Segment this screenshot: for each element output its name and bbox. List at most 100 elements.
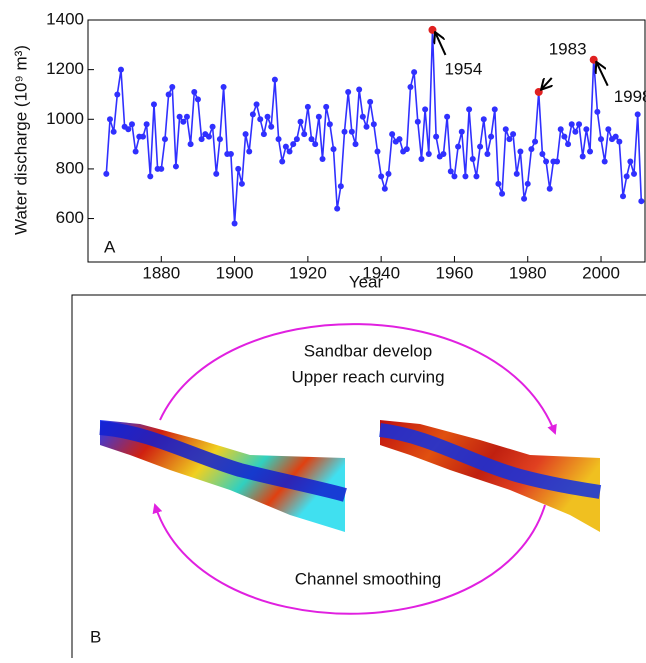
data-point (216, 136, 223, 143)
data-point (510, 131, 517, 138)
data-point (627, 158, 634, 165)
data-point (238, 180, 245, 187)
data-point (425, 151, 432, 158)
data-point (418, 155, 425, 162)
x-tick-label: 1940 (362, 263, 400, 282)
data-point (543, 158, 550, 165)
data-point (117, 66, 124, 73)
river-channel (99, 421, 347, 502)
data-point (587, 148, 594, 155)
data-point (268, 123, 275, 130)
data-point (466, 106, 473, 113)
y-tick-label: 600 (56, 208, 84, 227)
data-point (638, 198, 645, 205)
data-point (282, 143, 289, 150)
data-point (396, 136, 403, 143)
data-point (257, 116, 264, 123)
data-point (367, 98, 374, 105)
data-point (345, 88, 352, 95)
y-tick-label: 1400 (46, 9, 84, 28)
data-point (594, 108, 601, 115)
data-point (488, 133, 495, 140)
data-point (271, 76, 278, 83)
data-point (381, 185, 388, 192)
data-point (557, 126, 564, 133)
panel-b: B Sandbar develop Upper reach curving Ch… (71, 294, 646, 658)
arrow (152, 503, 546, 615)
data-point (220, 84, 227, 91)
data-point (422, 106, 429, 113)
data-point (147, 173, 154, 180)
data-point (279, 158, 286, 165)
data-point (308, 136, 315, 143)
data-point (249, 111, 256, 118)
data-point (356, 86, 363, 93)
data-point (576, 121, 583, 128)
data-point (260, 131, 267, 138)
data-point (213, 170, 220, 177)
data-point (304, 103, 311, 110)
data-point (480, 116, 487, 123)
data-point (620, 193, 627, 200)
data-point (378, 173, 385, 180)
data-point (407, 84, 414, 91)
data-point (359, 113, 366, 120)
data-point (301, 131, 308, 138)
data-point (246, 148, 253, 155)
data-point (411, 69, 418, 76)
data-point (180, 118, 187, 125)
data-point (275, 136, 282, 143)
data-point (451, 173, 458, 180)
data-point (568, 121, 575, 128)
data-point (235, 165, 242, 172)
annotation-label: 1998 (614, 87, 646, 106)
caption: Channel smoothing (295, 569, 441, 588)
x-tick-label: 1980 (509, 263, 547, 282)
data-point (447, 168, 454, 175)
data-point (319, 155, 326, 162)
data-point (326, 121, 333, 128)
data-point (176, 113, 183, 120)
data-point (462, 173, 469, 180)
data-point (103, 170, 110, 177)
data-point (499, 190, 506, 197)
data-point (484, 151, 491, 158)
data-point (348, 128, 355, 135)
data-point (513, 170, 520, 177)
data-point (264, 113, 271, 120)
data-point (106, 116, 113, 123)
data-point (334, 205, 341, 212)
data-point (165, 91, 172, 98)
x-tick-label: 1920 (289, 263, 327, 282)
highlight-point (589, 55, 598, 64)
annotation-label: 1954 (444, 59, 482, 78)
data-point (169, 84, 176, 91)
data-point (312, 141, 319, 148)
data-point (183, 113, 190, 120)
data-point (385, 170, 392, 177)
data-point (631, 170, 638, 177)
data-point (506, 136, 513, 143)
caption: Upper reach curving (291, 367, 444, 386)
data-point (517, 148, 524, 155)
x-tick-label: 1960 (436, 263, 474, 282)
data-point (374, 148, 381, 155)
y-tick-label: 1200 (46, 59, 84, 78)
data-point (634, 111, 641, 118)
data-point (330, 146, 337, 153)
data-point (458, 128, 465, 135)
caption: Sandbar develop (304, 341, 433, 360)
highlight-point (534, 87, 543, 96)
data-point (414, 118, 421, 125)
data-point (440, 151, 447, 158)
y-tick-label: 1000 (46, 109, 84, 128)
data-point (198, 136, 205, 143)
y-axis-label: Water discharge (10⁹ m³) (11, 45, 30, 235)
data-point (158, 165, 165, 172)
data-point (521, 195, 528, 202)
data-point (315, 113, 322, 120)
x-axis-label: Year (349, 272, 384, 291)
annotation-arrow (597, 63, 609, 87)
river-channel (379, 423, 602, 499)
